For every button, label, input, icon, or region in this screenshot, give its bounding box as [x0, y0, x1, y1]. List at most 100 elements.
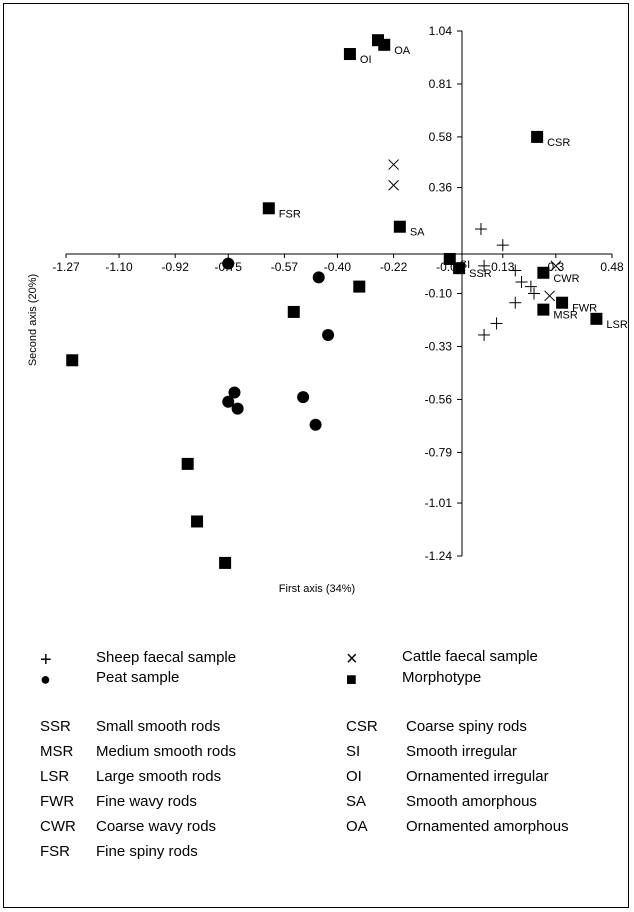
- x-tick-label: 0.13: [491, 260, 515, 274]
- legend-label: Peat sample: [96, 669, 180, 686]
- abbr-text: Fine spiny rods: [96, 843, 198, 860]
- abbr-code: SI: [346, 743, 361, 760]
- morphotype-point: [443, 252, 456, 265]
- peat-point: [297, 391, 310, 404]
- morphotype-label: SSR: [469, 268, 492, 280]
- abbr-code: LSR: [40, 768, 70, 785]
- x-axis-label: First axis (34%): [279, 583, 355, 595]
- y-tick-label: 1.04: [429, 24, 453, 38]
- morphotype-label: SA: [410, 227, 425, 239]
- morphotype-point: [378, 38, 391, 51]
- abbr-code: OI: [346, 768, 362, 785]
- cattle-point: [388, 159, 399, 170]
- points: OAOICSRFSRSASISSRCWRMSRFWRLSR: [66, 34, 628, 569]
- peat-point: [222, 257, 235, 270]
- legend-label: Sheep faecal sample: [96, 649, 237, 666]
- morphotype-label: MSR: [553, 310, 578, 322]
- x-tick-label: -0.40: [324, 260, 352, 274]
- morphotype-label: FSR: [279, 208, 301, 220]
- abbr-code: MSR: [40, 743, 74, 760]
- square-icon: ■: [346, 669, 357, 689]
- abbr-row: MSR Medium smooth rods: [40, 743, 236, 760]
- abbr-code: CWR: [40, 818, 76, 835]
- sheep-point: [515, 275, 528, 288]
- abbr-row: OI Ornamented irregular: [346, 768, 549, 785]
- y-tick-label: -0.56: [425, 392, 453, 406]
- y-tick-label: 0.58: [429, 130, 453, 144]
- y-tick-label: -0.10: [425, 287, 453, 301]
- abbr-row: SSR Small smooth rods: [40, 718, 220, 735]
- abbr-row: OA Ornamented amorphous: [346, 818, 569, 835]
- x-tick-label: -1.27: [52, 260, 80, 274]
- morphotype-point: [453, 262, 466, 275]
- cross-stroke: [388, 159, 399, 170]
- y-tick-label: 0.36: [429, 181, 453, 195]
- abbr-row: CSR Coarse spiny rods: [346, 718, 527, 735]
- morphotype-label: CSR: [547, 137, 570, 149]
- abbr-text: Medium smooth rods: [96, 743, 237, 760]
- sheep-point: [509, 296, 522, 309]
- abbr-code: FWR: [40, 793, 75, 810]
- peat-point: [322, 328, 335, 341]
- legend-item-sheep: + Sheep faecal sample: [40, 649, 236, 672]
- circle-icon: ●: [40, 669, 51, 689]
- morphotype-point: [590, 312, 603, 325]
- x-tick-label: -1.10: [105, 260, 133, 274]
- morphotype-label: FWR: [572, 303, 597, 315]
- peat-point: [309, 418, 322, 431]
- abbr-code: OA: [346, 818, 368, 835]
- morphotype-point: [393, 220, 406, 233]
- x-tick-label: -0.92: [162, 260, 190, 274]
- x-tick-label: 0.48: [600, 260, 624, 274]
- cattle-point: [550, 260, 562, 272]
- sheep-point: [524, 280, 537, 293]
- morphotype-point: [287, 305, 300, 318]
- morphotype-point: [537, 266, 550, 279]
- cross-icon: ×: [346, 648, 358, 670]
- morphotype-point: [191, 515, 204, 528]
- sheep-point: [509, 264, 522, 277]
- y-tick-label: -0.33: [425, 339, 453, 353]
- morphotype-point: [531, 130, 544, 143]
- y-tick-label: -1.01: [425, 496, 453, 510]
- morphotype-point: [353, 280, 366, 293]
- morphotype-label: CWR: [553, 273, 579, 285]
- figure-frame: [3, 3, 629, 908]
- morphotype-point: [181, 457, 194, 470]
- abbr-text: Smooth amorphous: [406, 793, 537, 810]
- cattle-point: [388, 179, 399, 191]
- abbr-row: CWR Coarse wavy rods: [40, 818, 216, 835]
- abbr-text: Coarse wavy rods: [96, 818, 217, 835]
- abbr-row: FWR Fine wavy rods: [40, 793, 197, 810]
- abbr-row: SA Smooth amorphous: [346, 793, 537, 810]
- abbr-text: Ornamented irregular: [406, 768, 549, 785]
- abbr-row: SI Smooth irregular: [346, 743, 517, 760]
- cattle-point: [544, 290, 555, 302]
- abbr-code: CSR: [346, 718, 378, 735]
- y-axis-label: Second axis (20%): [27, 274, 39, 366]
- legend-item-peat: ● Peat sample: [40, 669, 179, 690]
- abbr-code: SA: [346, 793, 367, 810]
- y-tick-label: -0.79: [425, 445, 453, 459]
- legend-label: Cattle faecal sample: [402, 648, 538, 665]
- y-tick-label: -1.24: [425, 549, 453, 563]
- abbr-text: Large smooth rods: [96, 768, 222, 785]
- morphotype-point: [66, 354, 79, 367]
- morphotype-point: [537, 303, 550, 316]
- abbr-text: Smooth irregular: [406, 743, 517, 760]
- scatter-chart: -1.27-1.10-0.92-0.75-0.57-0.40-0.22-0.04…: [27, 24, 628, 595]
- legend-item-morphotype: ■ Morphotype: [346, 669, 481, 690]
- abbr-row: LSR Large smooth rods: [40, 768, 221, 785]
- morphotype-point: [262, 202, 275, 215]
- abbr-text: Small smooth rods: [96, 718, 221, 735]
- sheep-point: [478, 259, 491, 272]
- morphotype-point: [343, 48, 356, 61]
- morphotype-point: [556, 296, 569, 309]
- y-tick-label: 0.81: [429, 77, 453, 91]
- morphotype-label: LSR: [606, 319, 627, 331]
- morphotype-point: [219, 556, 232, 569]
- abbr-text: Coarse spiny rods: [406, 718, 527, 735]
- abbr-code: SSR: [40, 718, 71, 735]
- morphotype-label: OI: [360, 54, 372, 66]
- cross-stroke: [550, 260, 562, 272]
